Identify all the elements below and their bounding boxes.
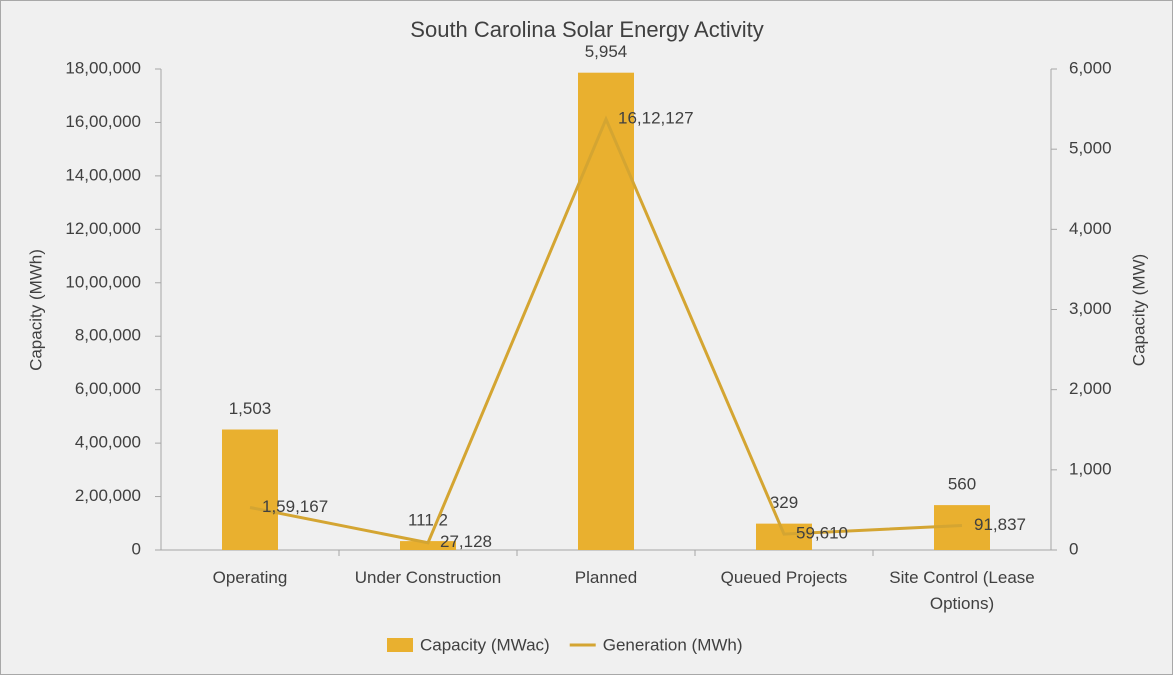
y2-tick-label: 0 bbox=[1069, 539, 1078, 558]
y2-tick-label: 1,000 bbox=[1069, 459, 1112, 478]
y-axis-title: Capacity (MWh) bbox=[26, 249, 45, 371]
y2-tick-label: 4,000 bbox=[1069, 219, 1112, 238]
y2-tick-label: 5,000 bbox=[1069, 139, 1112, 158]
y-tick-label: 10,00,000 bbox=[65, 272, 141, 291]
bar-value-label: 111.2 bbox=[408, 511, 448, 530]
legend-label: Capacity (MWac) bbox=[420, 635, 550, 654]
line bbox=[249, 115, 963, 545]
y-tick-label: 4,00,000 bbox=[75, 433, 141, 452]
x-tick-label: Queued Projects bbox=[720, 568, 848, 587]
line-value-label: 91,837 bbox=[974, 515, 1026, 534]
x-tick-label: Site Control (Lease Options) bbox=[889, 568, 1035, 613]
bar-value-label: 329 bbox=[770, 493, 798, 512]
legend-label: Generation (MWh) bbox=[603, 635, 743, 654]
bar bbox=[756, 523, 812, 550]
y2-tick-label: 6,000 bbox=[1069, 58, 1112, 77]
y-tick-label: 16,00,000 bbox=[65, 112, 141, 131]
y-tick-label: 8,00,000 bbox=[75, 326, 141, 345]
chart-title: South Carolina Solar Energy Activity bbox=[410, 17, 763, 42]
x-tick-label: Operating bbox=[212, 568, 288, 587]
y2-tick-label: 2,000 bbox=[1069, 379, 1112, 398]
line-value-label: 16,12,127 bbox=[618, 109, 694, 128]
y-tick-label: 6,00,000 bbox=[75, 379, 141, 398]
bar bbox=[222, 429, 278, 550]
line-value-label: 59,610 bbox=[796, 524, 848, 543]
bar bbox=[400, 541, 456, 550]
y-tick-label: 18,00,000 bbox=[65, 58, 141, 77]
y-tick-label: 2,00,000 bbox=[75, 486, 141, 505]
line-value-label: 27,128 bbox=[440, 532, 492, 551]
y-tick-label: 0 bbox=[132, 539, 141, 558]
y-tick-label: 12,00,000 bbox=[65, 219, 141, 238]
bar bbox=[578, 72, 634, 550]
legend-swatch bbox=[387, 638, 413, 652]
line-value-label: 1,59,167 bbox=[262, 497, 328, 516]
bar-value-label: 560 bbox=[948, 475, 976, 494]
x-tick-label: Under Construction bbox=[354, 568, 502, 587]
y2-tick-label: 3,000 bbox=[1069, 299, 1112, 318]
y-tick-label: 14,00,000 bbox=[65, 165, 141, 184]
x-tick-label: Planned bbox=[574, 568, 638, 587]
y2-axis-title: Capacity (MW) bbox=[1129, 254, 1148, 366]
bar-value-label: 5,954 bbox=[585, 42, 628, 61]
bar-value-label: 1,503 bbox=[229, 399, 272, 418]
